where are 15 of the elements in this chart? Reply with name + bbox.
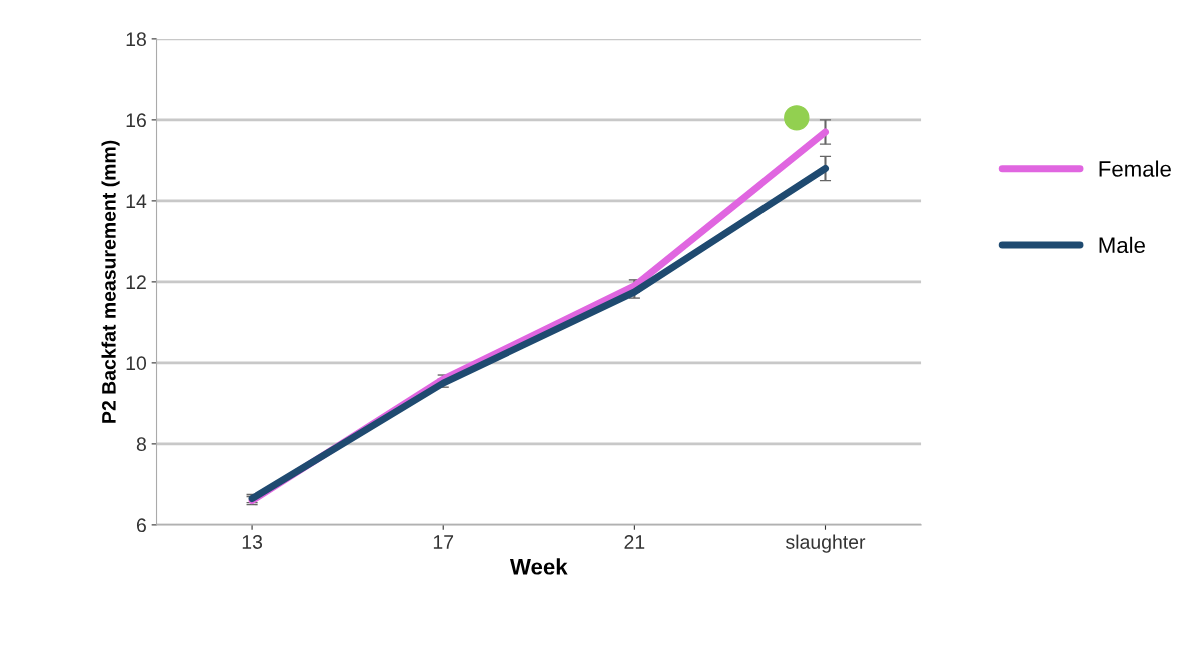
y-axis-title: P2 Backfat measurement (mm) xyxy=(101,140,120,423)
x-tick-label: slaughter xyxy=(786,534,866,553)
legend-label: Male xyxy=(1099,236,1145,254)
x-tick-label: 13 xyxy=(242,535,263,549)
y-tick-label: 10 xyxy=(126,356,147,371)
x-tick-label: 17 xyxy=(433,535,454,549)
legend-label: Female xyxy=(1099,160,1171,177)
y-tick-label: 6 xyxy=(136,518,146,533)
x-tick-label: 21 xyxy=(624,535,645,549)
y-tick-label: 12 xyxy=(126,275,146,289)
y-tick-label: 14 xyxy=(126,194,147,208)
y-tick-label: 16 xyxy=(126,113,146,128)
x-axis-title: Week xyxy=(509,558,568,575)
y-tick-label: 8 xyxy=(136,437,146,452)
y-tick-label: 18 xyxy=(126,32,146,47)
